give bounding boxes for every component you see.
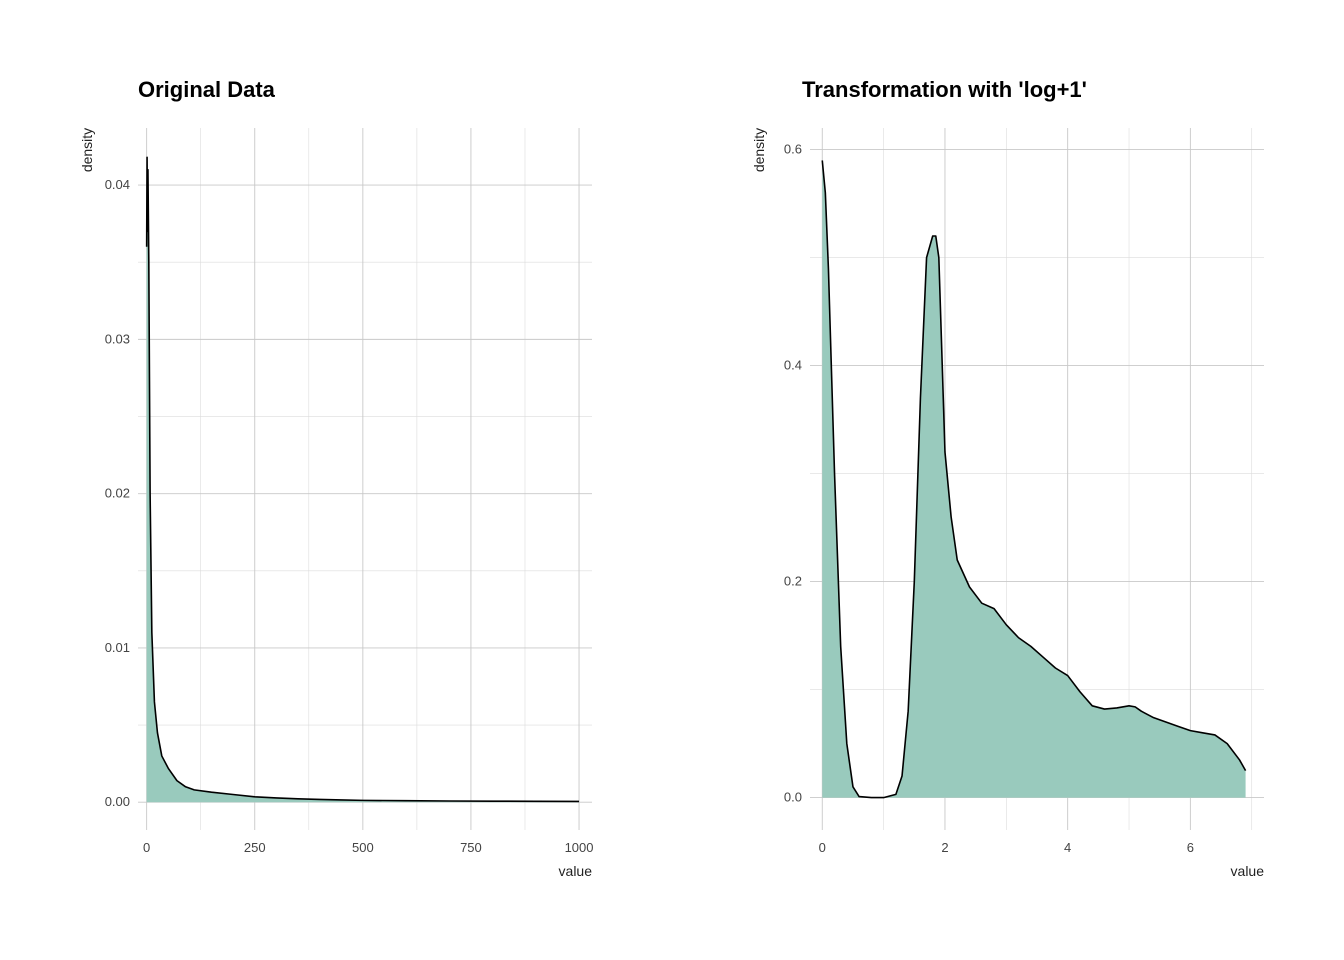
density-marks [821,160,1247,799]
y-tick-label: 0.03 [105,331,130,346]
x-tick-label: 500 [352,840,374,855]
panel-original-data: Original Data density value 0 250 500 750 10… [79,77,593,879]
density-marks [145,156,580,803]
x-tick-label: 750 [460,840,482,855]
x-axis-label: value [1231,863,1265,879]
panel-log-transform: Transformation with 'log+1' density valu… [751,77,1264,879]
x-tick-label: 0 [143,840,150,855]
y-tick-label: 0.0 [784,790,802,805]
y-tick-label: 0.01 [105,640,130,655]
x-axis-label: value [559,863,593,879]
x-tick-label: 6 [1187,840,1194,855]
x-tick-label: 4 [1064,840,1071,855]
x-tick-label: 2 [941,840,948,855]
chart-title: Transformation with 'log+1' [802,77,1087,102]
y-tick-label: 0.04 [105,177,130,192]
density-line [821,160,1247,799]
x-tick-label: 0 [819,840,826,855]
y-tick-label: 0.02 [105,486,130,501]
x-tick-label: 1000 [565,840,594,855]
tick-labels: 0 250 500 750 1000 0.00 0.01 0.02 0.03 0.04 [105,177,594,855]
x-tick-label: 250 [244,840,266,855]
chart-title: Original Data [138,77,276,102]
density-line [145,156,580,803]
y-tick-label: 0.6 [784,142,802,157]
y-axis-label: density [751,128,767,172]
grid [138,128,592,830]
y-axis-label: density [79,128,95,172]
y-tick-label: 0.00 [105,794,130,809]
density-area [822,160,1246,798]
tick-labels: 0 2 4 6 0.0 0.2 0.4 0.6 [784,142,1194,855]
y-tick-label: 0.4 [784,358,802,373]
y-tick-label: 0.2 [784,574,802,589]
